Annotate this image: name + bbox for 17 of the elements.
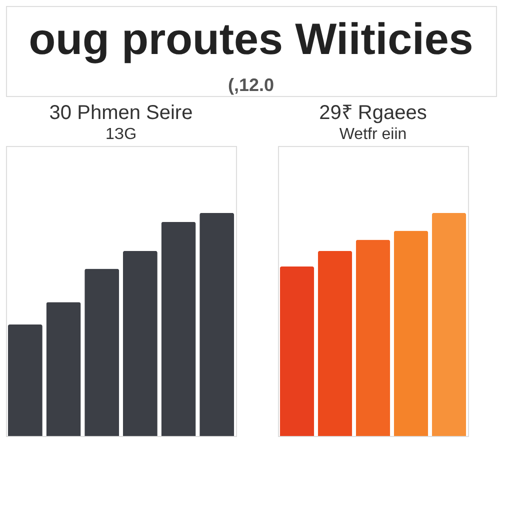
bar: [84, 268, 120, 436]
chart-subtitle: Wetfr eiin: [339, 126, 407, 143]
bar: [318, 250, 352, 436]
bar: [122, 250, 158, 436]
bar: [8, 324, 42, 436]
text: (,12.0: [228, 75, 274, 95]
text: oug proutes Wiiticies: [28, 15, 474, 64]
bar: [356, 240, 390, 436]
chart-title: 30 Phmen Seire: [49, 102, 193, 124]
bar: [280, 266, 314, 436]
chart-subtitle: 1ЗG: [105, 126, 137, 143]
bar: [46, 302, 81, 436]
chart-title: 29₹ Rgaees: [319, 102, 427, 124]
bar: [200, 212, 234, 436]
bar: [161, 222, 196, 436]
bar: [394, 230, 428, 436]
bar: [432, 212, 466, 436]
